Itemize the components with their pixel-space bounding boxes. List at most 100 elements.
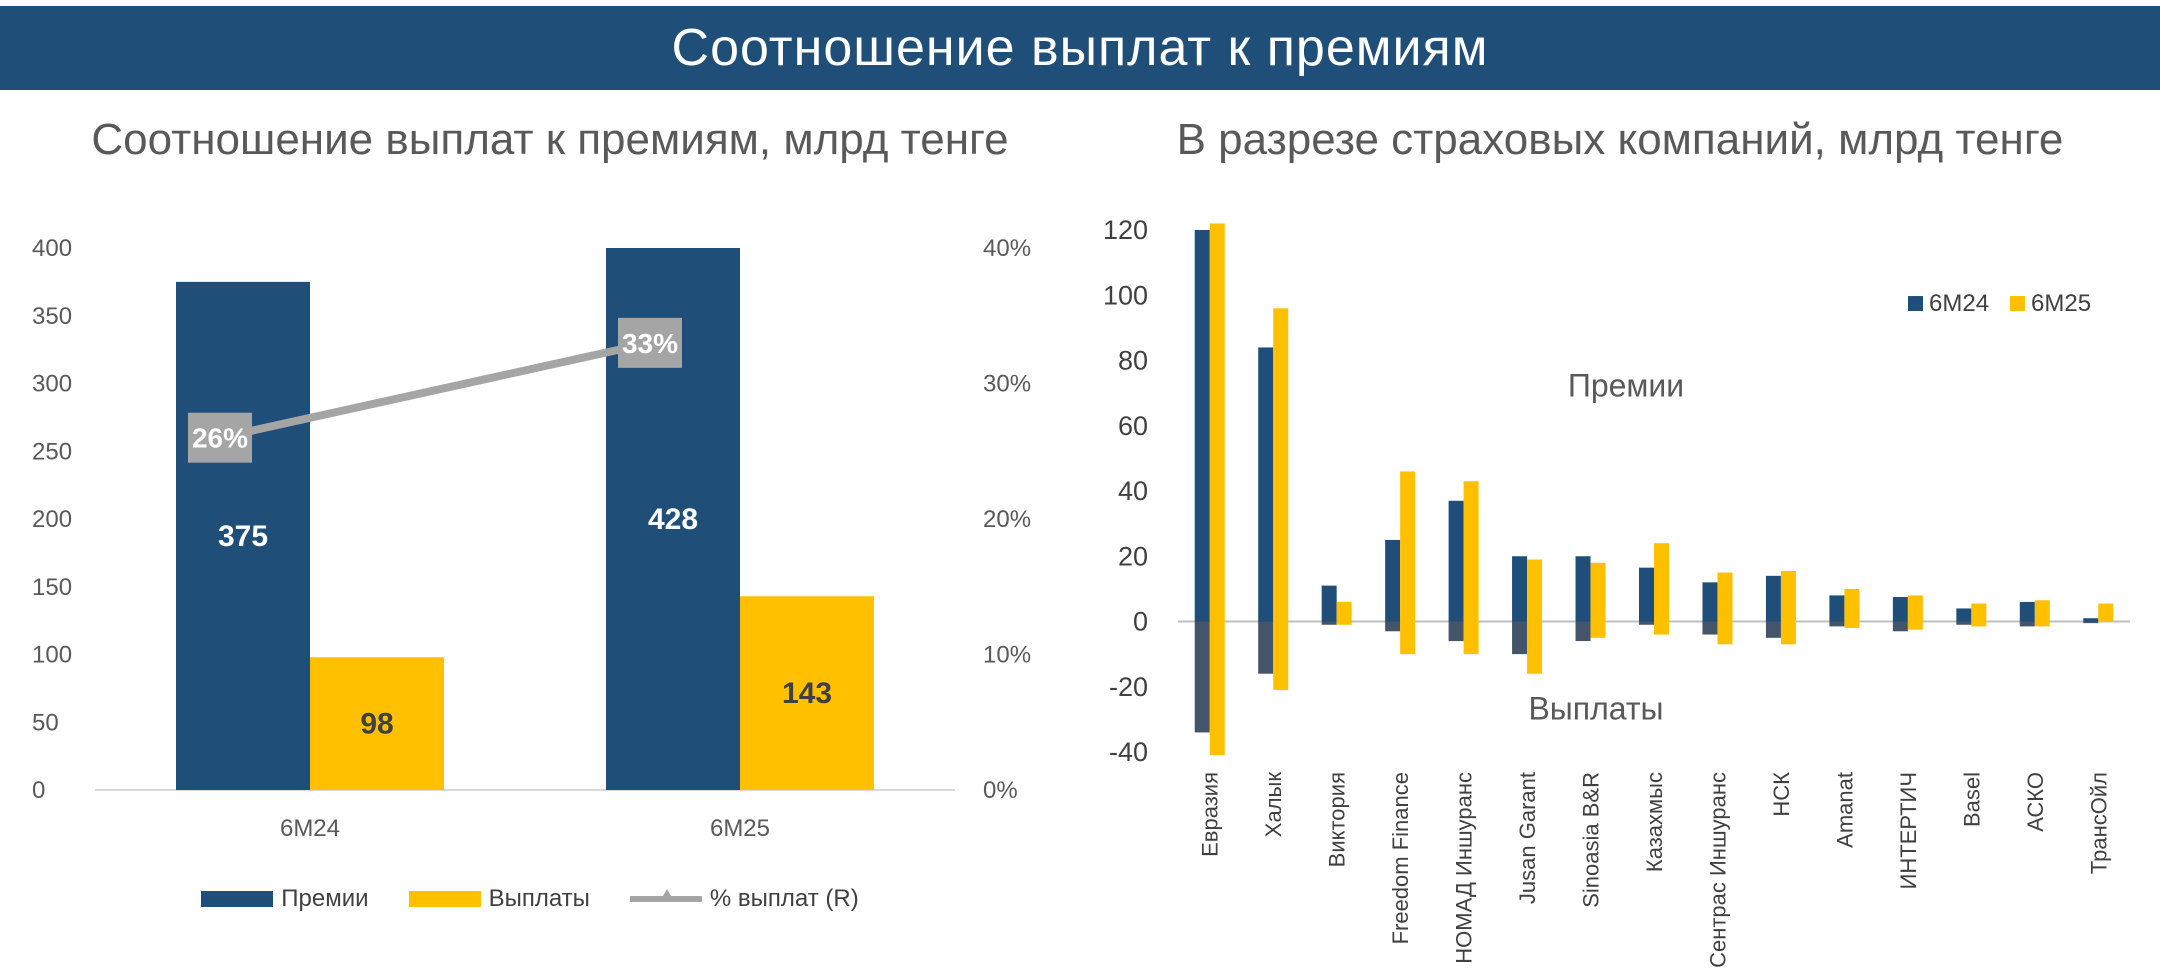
- legend-label-payouts: Выплаты: [488, 885, 590, 912]
- bar-premiums-6m24: [1512, 556, 1528, 622]
- bar-payouts-6m24: [1702, 621, 1718, 635]
- bar-payouts-6m25: [1780, 621, 1796, 645]
- bar-payouts-6m24: [1448, 621, 1464, 642]
- y2-tick-label: 40%: [983, 235, 1031, 262]
- legend-label-premiums: Премии: [281, 885, 369, 912]
- bar-payouts-6m25: [1273, 621, 1289, 691]
- legend-swatch-ratio: [629, 889, 702, 902]
- y-tick-label: 150: [32, 574, 72, 601]
- y-tick-label: 20: [1118, 541, 1148, 571]
- bar-premiums-6m25: [1527, 559, 1543, 622]
- bar-premiums-6m24: [1639, 567, 1654, 622]
- x-tick-label: Казахмыс: [1642, 772, 1667, 872]
- legend-swatch-6m24: [1908, 296, 1923, 312]
- x-tick-label: 6М25: [710, 815, 770, 842]
- bar-payouts-6m24: [1575, 621, 1591, 642]
- y-tick-label: -20: [1109, 672, 1148, 702]
- bar-payouts-6m24: [1639, 621, 1654, 625]
- bar-payouts-6m25: [1400, 621, 1416, 655]
- y-tick-label: 350: [32, 303, 72, 330]
- ratio-marker: [618, 317, 682, 368]
- bar-payouts-6m25: [1654, 621, 1669, 635]
- bar-payouts-6m24: [1321, 621, 1337, 625]
- bar-premiums-6m25: [1463, 481, 1479, 622]
- bar-premiums-6m24: [1829, 595, 1845, 622]
- bar-premiums-6m24: [1385, 539, 1401, 622]
- ratio-line: [219, 338, 651, 442]
- right-chart: -40 -20 0 20 40 60 80 100 120 Евразия Халык Виктори…: [1103, 215, 2130, 968]
- left-chart-title: Соотношение выплат к премиям, млрд тенге: [91, 115, 1009, 164]
- y-tick-label: 100: [1103, 280, 1148, 310]
- bar-payouts-6m24: [1512, 621, 1528, 655]
- legend-label-6m24: 6М24: [1929, 290, 1989, 317]
- bar-payouts-6m24: [1258, 621, 1274, 674]
- bar-payouts-6m24: [1385, 621, 1401, 632]
- x-tick-label: Сентрас Иншуранс: [1705, 772, 1730, 968]
- y-tick-label: 0: [1133, 607, 1148, 637]
- y-tick-label: 300: [32, 371, 72, 398]
- bar-payouts-6m25: [2034, 621, 2050, 627]
- x-tick-label: НОМАД Иншуранс: [1452, 772, 1477, 964]
- bar-premiums-6m25: [1654, 543, 1669, 622]
- x-tick-label: Jusan Garant: [1515, 772, 1540, 904]
- x-tick-label: Freedom Finance: [1388, 772, 1413, 944]
- ratio-data-label: 26%: [192, 423, 248, 454]
- bar-premiums-6m25: [1844, 588, 1860, 622]
- bar-premiums-6m24: [1448, 500, 1464, 622]
- x-tick-label: 6М24: [280, 815, 340, 842]
- y-tick-label: 50: [32, 709, 59, 736]
- bar-premiums-6m25: [1971, 603, 1987, 622]
- x-tick-label: ИНТЕРТИЧ: [1896, 772, 1921, 889]
- bar-premiums-6m24: [1575, 556, 1591, 622]
- y-tick-label: 120: [1103, 215, 1148, 245]
- bar-payouts-6m24: [1829, 621, 1845, 627]
- bar-payouts-6m25: [1209, 621, 1225, 756]
- x-tick-label: Amanat: [1832, 772, 1857, 848]
- bar-payouts-6m24: [2019, 621, 2035, 627]
- legend-item-payouts: Выплаты: [408, 885, 590, 913]
- bar-payouts-6m24: [1765, 621, 1781, 638]
- legend-label-6m25: 6М25: [2031, 290, 2091, 317]
- bar-payouts-6m25: [1717, 621, 1733, 645]
- bar-premiums-6m25: [1400, 471, 1416, 622]
- y-tick-label: 0: [32, 777, 45, 804]
- annotation-payouts: Выплаты: [1528, 691, 1663, 727]
- x-tick-label: Basel: [1959, 772, 1984, 827]
- bar-payouts-6m25: [1527, 621, 1543, 674]
- x-tick-label: Виктория: [1325, 772, 1350, 867]
- x-tick-label: НСК: [1769, 772, 1794, 817]
- legend-swatch-6m25: [2010, 296, 2025, 312]
- data-label-payouts: 98: [360, 708, 393, 741]
- y-tick-label: 400: [32, 235, 72, 262]
- bar-payouts-6m24: [2083, 621, 2099, 624]
- legend-swatch-premiums: [201, 891, 274, 907]
- y-tick-label: 80: [1118, 346, 1148, 376]
- bar-premiums-6m25: [1780, 570, 1796, 622]
- x-tick-label: ТрансОйл: [2086, 772, 2111, 874]
- legend-label-ratio: % выплат (R): [709, 885, 859, 912]
- y2-tick-label: 30%: [983, 371, 1031, 398]
- x-tick-label: АСКО: [2023, 772, 2048, 832]
- y-tick-label: 40: [1118, 476, 1148, 506]
- ratio-data-label: 33%: [622, 328, 678, 359]
- data-label-premiums: 428: [648, 503, 698, 536]
- bar-premiums-6m25: [1717, 572, 1733, 622]
- bar-payouts-6m24: [1194, 621, 1210, 733]
- bar-payouts-6m25: [1907, 621, 1923, 630]
- x-tick-label: Халык: [1261, 772, 1286, 838]
- bar-premiums: [176, 281, 310, 790]
- x-tick-label: Евразия: [1198, 772, 1223, 857]
- y-tick-label: 200: [32, 506, 72, 533]
- x-tick-label: Sinoasia B&R: [1579, 772, 1604, 908]
- y2-tick-label: 0%: [983, 777, 1018, 804]
- left-chart-legend: Премии Выплаты % выплат (R): [0, 885, 1060, 913]
- legend-swatch-payouts: [408, 891, 481, 907]
- bar-premiums-6m24: [2083, 618, 2099, 622]
- bar-premiums-6m24: [1956, 608, 1972, 622]
- y-tick-label: -40: [1109, 737, 1148, 767]
- bar-payouts-6m25: [1463, 621, 1479, 655]
- annotation-premiums: Премии: [1568, 368, 1684, 404]
- bar-premiums-6m25: [1273, 308, 1289, 622]
- bar-payouts-6m24: [1892, 621, 1908, 632]
- bar-premiums-6m25: [2098, 603, 2114, 622]
